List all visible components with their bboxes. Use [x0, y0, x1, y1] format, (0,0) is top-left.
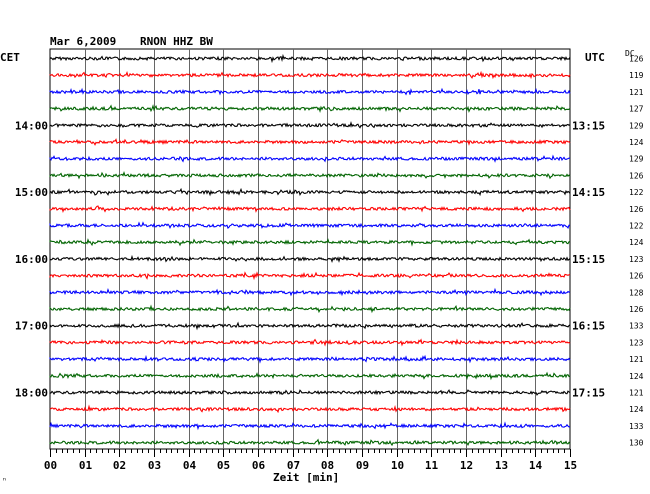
- trace-line: [49, 371, 571, 381]
- dc-value-label: 133: [629, 422, 644, 431]
- dc-header: DC: [625, 49, 635, 58]
- x-tick-label: 12: [460, 459, 473, 472]
- dc-value-label: 124: [629, 138, 644, 147]
- x-tick-label: 08: [321, 459, 334, 472]
- trace-line: [49, 187, 571, 197]
- dc-value-label: 124: [629, 238, 644, 247]
- right-hour-label: 16:15: [572, 320, 605, 333]
- right-timezone-label: UTC: [585, 51, 605, 64]
- dc-value-label: 124: [629, 372, 644, 381]
- trace-line: [49, 354, 571, 364]
- trace-line: [49, 171, 571, 180]
- x-tick-label: 05: [217, 459, 230, 472]
- left-hour-label: 17:00: [15, 320, 48, 333]
- x-tick-label: 01: [79, 459, 93, 472]
- left-hour-label: 16:00: [15, 253, 48, 266]
- trace-line: [49, 53, 571, 64]
- trace-line: [49, 338, 571, 347]
- trace-line: [49, 271, 571, 281]
- dc-value-label: 129: [629, 155, 644, 164]
- corner-mark: ⁿ: [2, 476, 7, 485]
- trace-line: [49, 438, 571, 447]
- x-tick-label: 15: [564, 459, 577, 472]
- trace-line: [49, 70, 571, 80]
- x-tick-label: 13: [495, 459, 508, 472]
- right-hour-label: 17:15: [572, 387, 605, 400]
- left-hour-label: 18:00: [15, 387, 48, 400]
- dc-value-label: 126: [629, 171, 644, 180]
- left-timezone-label: CET: [0, 51, 20, 64]
- trace-line: [49, 104, 571, 114]
- dc-value-label: 129: [629, 121, 644, 130]
- x-tick-label: 06: [252, 459, 266, 472]
- dc-value-label: 124: [629, 405, 644, 414]
- trace-line: [49, 421, 571, 431]
- dc-value-label: 122: [629, 222, 644, 231]
- dc-value-label: 121: [629, 389, 644, 398]
- right-hour-label: 14:15: [572, 186, 605, 199]
- x-tick-label: 00: [44, 459, 57, 472]
- trace-line: [49, 138, 571, 146]
- header-date: Mar 6,2009: [50, 35, 117, 48]
- trace-line: [49, 389, 571, 396]
- x-tick-label: 04: [183, 459, 197, 472]
- trace-line: [49, 87, 571, 96]
- dc-value-label: 119: [629, 71, 644, 80]
- left-hour-label: 14:00: [15, 119, 48, 132]
- trace-line: [49, 404, 571, 414]
- dc-value-label: 126: [629, 205, 644, 214]
- right-hour-label: 13:15: [572, 119, 605, 132]
- dc-value-label: 121: [629, 88, 644, 97]
- trace-line: [49, 304, 571, 314]
- dc-value-label: 123: [629, 338, 644, 347]
- dc-value-label: 130: [629, 439, 644, 448]
- dc-value-label: 127: [629, 105, 644, 114]
- dc-value-label: 123: [629, 255, 644, 264]
- x-tick-label: 14: [529, 459, 543, 472]
- x-tick-label: 10: [391, 459, 404, 472]
- trace-line: [49, 238, 571, 247]
- x-tick-label: 03: [148, 459, 161, 472]
- trace-line: [49, 254, 571, 263]
- trace-line: [49, 321, 571, 331]
- x-axis-label: Zeit [min]: [273, 471, 340, 484]
- dc-value-label: 128: [629, 288, 644, 297]
- left-hour-label: 15:00: [15, 186, 48, 199]
- x-tick-label: 11: [425, 459, 439, 472]
- x-tick-label: 09: [356, 459, 369, 472]
- dc-value-label: 126: [629, 305, 644, 314]
- x-tick-label: 07: [287, 459, 300, 472]
- header-station: RNON HHZ BW: [140, 35, 213, 48]
- x-tick-label: 02: [113, 459, 126, 472]
- trace-line: [49, 287, 571, 297]
- trace-line: [49, 205, 571, 213]
- dc-value-label: 133: [629, 322, 644, 331]
- trace-line: [49, 120, 571, 129]
- dc-value-label: 126: [629, 272, 644, 281]
- right-hour-label: 15:15: [572, 253, 605, 266]
- dc-value-label: 126: [629, 55, 644, 64]
- dc-value-label: 121: [629, 355, 644, 364]
- dc-value-label: 122: [629, 188, 644, 197]
- trace-line: [49, 154, 571, 163]
- trace-line: [49, 221, 571, 230]
